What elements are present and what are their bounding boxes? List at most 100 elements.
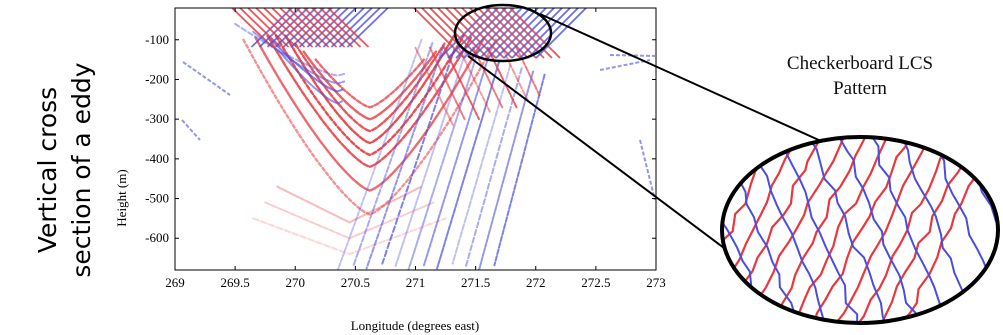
zoom-red-line <box>525 129 628 329</box>
blue-streak <box>493 73 546 267</box>
checker-right-blue <box>535 8 588 59</box>
red-streak <box>515 46 541 97</box>
zoom-blue-line <box>570 135 651 332</box>
checker-left-red <box>238 8 282 48</box>
blue-streak <box>478 70 535 270</box>
red-streak <box>266 34 474 169</box>
faint-red-streak <box>264 201 435 240</box>
checker-left-blue <box>338 8 382 48</box>
checker-left-blue <box>330 8 374 48</box>
blue-streak <box>394 51 467 268</box>
checker-right-blue <box>439 8 492 59</box>
y-tick-label: -500 <box>145 191 169 206</box>
checker-left-red <box>270 8 314 48</box>
zoom-blue-line <box>599 136 680 333</box>
zoom-blue-line <box>806 137 891 323</box>
x-tick-label: 269.5 <box>221 275 250 290</box>
y-axis: -100 -200 -300 -400 -500 -600 <box>145 32 656 245</box>
zoom-blue-line <box>543 135 620 333</box>
red-streak <box>428 46 466 121</box>
y-tick-label: -100 <box>145 32 169 47</box>
x-tick-label: 271 <box>406 275 426 290</box>
x-tick-label: 270 <box>286 275 306 290</box>
checker-right-red <box>492 8 545 59</box>
blue-streak <box>451 64 512 265</box>
red-streak <box>242 38 498 216</box>
red-streak <box>314 58 426 109</box>
checker-left-red <box>326 8 370 48</box>
checker-left-red <box>294 8 338 48</box>
highlight-ellipse <box>453 3 553 63</box>
zoom-red-line <box>722 137 735 323</box>
zoom-blue-line <box>870 137 952 323</box>
blue-streak <box>407 54 478 270</box>
x-tick-label: 272.5 <box>581 275 610 290</box>
zoom-red-line <box>789 137 893 323</box>
checker-right-red <box>508 8 561 59</box>
y-tick-label: -600 <box>145 230 169 245</box>
zoom-blue-line <box>631 138 712 333</box>
checker-right-blue <box>479 8 532 59</box>
checker-right-red <box>436 8 489 59</box>
blue-streak <box>464 67 523 268</box>
checker-right-red <box>444 8 497 59</box>
x-tick-label: 269 <box>165 275 185 290</box>
blue-streak <box>336 38 423 270</box>
y-tick-label: -300 <box>145 111 169 126</box>
checker-right-red <box>412 8 465 59</box>
zoom-blue-line <box>838 137 921 323</box>
blue-streak <box>270 38 344 93</box>
checker-left-red <box>262 8 306 48</box>
red-streak <box>294 42 446 133</box>
blue-streak <box>365 45 445 270</box>
checker-right-red <box>468 8 521 59</box>
red-streak <box>254 36 486 192</box>
checker-right-red <box>476 8 529 59</box>
x-tick-label: 271.5 <box>461 275 490 290</box>
checker-left-red <box>230 8 274 48</box>
blue-fragment <box>609 54 656 57</box>
checker-right-red <box>484 8 537 59</box>
x-axis-title: Longitude (degrees east) <box>351 318 480 333</box>
blue-fragment <box>599 59 651 71</box>
checker-left-blue <box>346 8 390 48</box>
blue-streak <box>381 48 456 265</box>
red-streak <box>414 46 454 127</box>
red-streak <box>443 46 480 121</box>
blue-fragment <box>639 139 656 201</box>
zoom-blue-line <box>780 137 859 323</box>
y-axis-title: Height (m) <box>114 169 129 226</box>
x-tick-label: 270.5 <box>341 275 370 290</box>
checker-left-red <box>318 8 362 48</box>
zoom-red-line <box>547 130 646 330</box>
callout-line1: Checkerboard LCS <box>787 53 933 74</box>
checker-right-blue <box>487 8 540 59</box>
red-streak <box>284 34 456 145</box>
red-streak <box>274 34 465 157</box>
blue-fragment <box>182 61 231 96</box>
checker-right-blue <box>463 8 516 59</box>
checker-right-blue <box>471 8 524 59</box>
y-tick-label: -400 <box>145 151 169 166</box>
checker-left-red <box>302 8 346 48</box>
side-label: Vertical cross section of a eddy <box>10 10 130 325</box>
checker-left-red <box>278 8 322 48</box>
callout-line2: Pattern <box>833 78 887 99</box>
red-streak <box>486 46 518 109</box>
blue-streak <box>423 57 489 267</box>
blue-streak <box>436 61 500 270</box>
red-streak <box>457 46 492 115</box>
blue-streak <box>352 41 434 267</box>
y-tick-label: -200 <box>145 71 169 86</box>
checker-left-red <box>310 8 354 48</box>
blue-fragment <box>181 119 201 141</box>
faint-red-streak <box>276 185 423 224</box>
side-label-line2: section of a eddy <box>67 62 96 277</box>
checker-right-blue <box>519 8 572 59</box>
x-tick-label: 272 <box>526 275 546 290</box>
checker-right-red <box>452 8 505 59</box>
zoom-red-line <box>614 131 713 329</box>
lcs-streaks <box>181 8 656 270</box>
zoom-red-line <box>830 137 933 323</box>
